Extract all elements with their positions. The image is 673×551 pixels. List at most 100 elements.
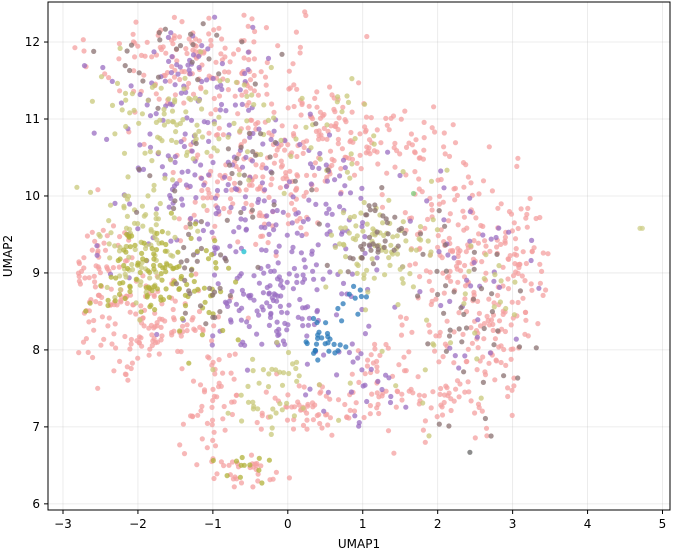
- scatter-point: [316, 136, 322, 142]
- scatter-point: [490, 327, 496, 333]
- scatter-point: [199, 187, 205, 194]
- scatter-point: [146, 352, 152, 358]
- scatter-point: [502, 328, 508, 335]
- scatter-point: [199, 43, 205, 49]
- scatter-point: [441, 290, 447, 296]
- scatter-point: [392, 164, 398, 170]
- scatter-point: [111, 331, 117, 337]
- scatter-point: [285, 392, 291, 398]
- scatter-point: [203, 321, 209, 327]
- scatter-point: [460, 160, 467, 166]
- scatter-point: [452, 353, 458, 359]
- scatter-point: [173, 129, 179, 135]
- scatter-point: [492, 336, 498, 342]
- scatter-point: [184, 281, 190, 288]
- scatter-point: [141, 72, 147, 78]
- scatter-point: [483, 252, 489, 258]
- scatter-point: [436, 359, 442, 365]
- scatter-point: [165, 230, 171, 236]
- scatter-point: [310, 417, 316, 423]
- scatter-point: [286, 370, 292, 377]
- scatter-point: [439, 412, 446, 418]
- scatter-point: [129, 261, 135, 268]
- scatter-point: [428, 405, 434, 411]
- scatter-point: [225, 303, 231, 309]
- scatter-point: [363, 212, 369, 218]
- scatter-point: [364, 144, 370, 150]
- scatter-point: [359, 223, 365, 230]
- scatter-point: [139, 250, 145, 256]
- scatter-point: [237, 128, 243, 134]
- scatter-point: [211, 429, 217, 435]
- scatter-point: [117, 273, 123, 279]
- scatter-point: [277, 401, 283, 407]
- scatter-point: [190, 252, 197, 258]
- scatter-point: [101, 240, 107, 246]
- scatter-point: [369, 391, 375, 397]
- scatter-point: [225, 410, 231, 416]
- scatter-point: [391, 247, 397, 253]
- scatter-point: [76, 350, 82, 356]
- scatter-point: [394, 148, 400, 154]
- scatter-point: [436, 201, 442, 207]
- scatter-point: [97, 270, 103, 276]
- scatter-point: [179, 169, 185, 175]
- scatter-point: [214, 148, 220, 154]
- scatter-point: [151, 182, 157, 188]
- scatter-point: [84, 233, 90, 239]
- scatter-point: [447, 345, 453, 351]
- scatter-point: [383, 341, 389, 348]
- scatter-point: [536, 285, 542, 291]
- scatter-point: [251, 102, 257, 108]
- scatter-point: [299, 100, 305, 106]
- scatter-point: [416, 155, 422, 161]
- scatter-point: [363, 114, 370, 120]
- scatter-point: [339, 318, 345, 324]
- scatter-point: [291, 103, 297, 110]
- scatter-point: [313, 121, 319, 127]
- scatter-point: [348, 389, 354, 395]
- scatter-point: [421, 393, 427, 399]
- scatter-point: [171, 33, 177, 39]
- scatter-point: [216, 71, 222, 77]
- scatter-point: [518, 206, 524, 212]
- scatter-point: [279, 382, 286, 388]
- scatter-point: [432, 129, 438, 135]
- scatter-point: [253, 162, 259, 168]
- scatter-point: [402, 108, 408, 114]
- scatter-point: [150, 338, 156, 344]
- scatter-point: [260, 174, 266, 180]
- scatter-point: [397, 151, 403, 157]
- scatter-point: [138, 335, 144, 341]
- scatter-point: [170, 177, 176, 183]
- scatter-point: [224, 77, 231, 84]
- scatter-point: [127, 283, 133, 289]
- scatter-point: [246, 323, 252, 330]
- scatter-point: [279, 407, 285, 413]
- scatter-point: [241, 82, 247, 88]
- scatter-point: [495, 292, 501, 298]
- scatter-point: [111, 368, 117, 374]
- scatter-point: [294, 185, 300, 191]
- scatter-point: [100, 64, 106, 71]
- scatter-point: [148, 226, 154, 233]
- scatter-point: [284, 310, 290, 316]
- scatter-point: [417, 224, 424, 230]
- scatter-point: [471, 289, 477, 295]
- scatter-point: [537, 214, 543, 221]
- scatter-point: [129, 91, 135, 97]
- scatter-point: [398, 225, 405, 232]
- scatter-point: [498, 278, 504, 284]
- scatter-point: [348, 129, 354, 136]
- scatter-point: [336, 115, 342, 121]
- scatter-point: [241, 55, 247, 61]
- scatter-point: [329, 156, 335, 162]
- scatter-point: [304, 172, 310, 178]
- scatter-point: [291, 413, 297, 419]
- scatter-point: [466, 389, 472, 395]
- scatter-point: [289, 249, 295, 255]
- scatter-point: [440, 354, 446, 360]
- scatter-point: [468, 283, 474, 289]
- scatter-point: [147, 131, 153, 137]
- scatter-point: [509, 387, 515, 393]
